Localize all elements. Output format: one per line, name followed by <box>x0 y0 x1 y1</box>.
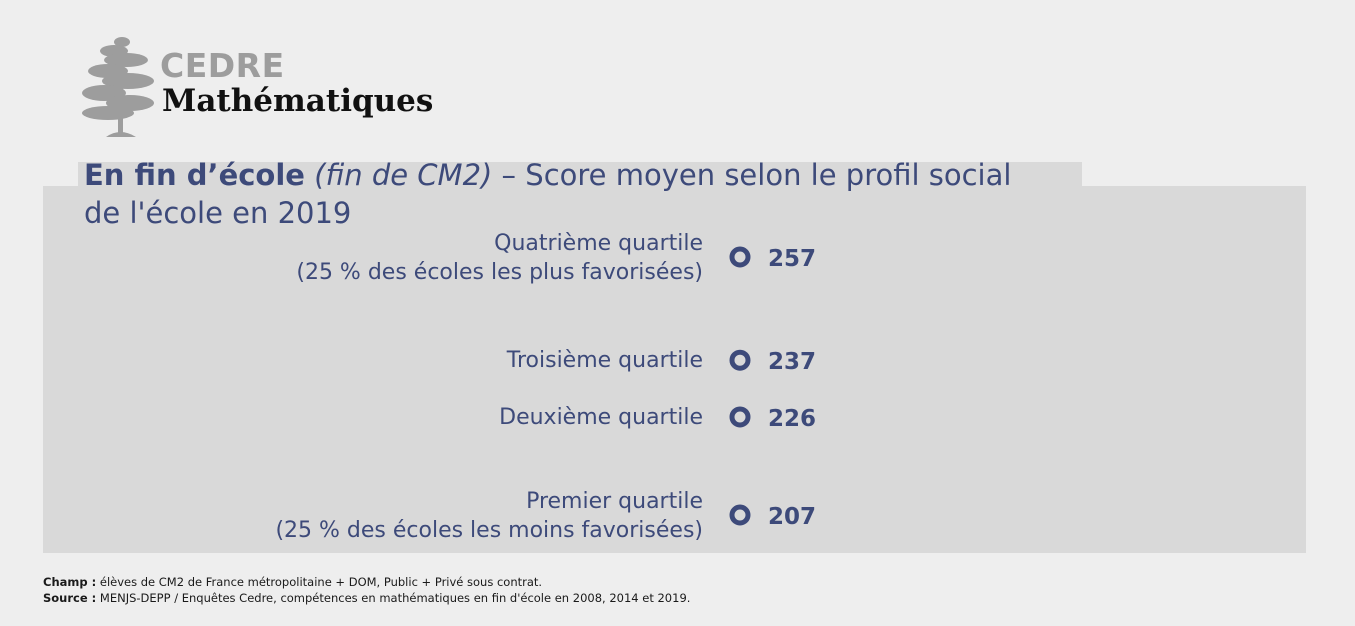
title-rest-line2: de l'école en 2019 <box>84 196 352 230</box>
category-label-line1: Premier quartile <box>526 489 703 514</box>
source-label: Source : <box>43 590 97 605</box>
logo-subject-text: Mathématiques <box>162 83 434 119</box>
category-label: Troisième quartile <box>506 348 703 373</box>
title-band <box>78 162 1082 188</box>
title-lead-italic: (fin de CM2) <box>314 158 493 192</box>
category-label-line1: Quatrième quartile <box>494 231 703 256</box>
data-value-label: 226 <box>768 406 816 432</box>
footnotes: Champ : élèves de CM2 de France métropol… <box>43 575 690 606</box>
title-lead-bold: En fin d’école <box>84 158 305 192</box>
champ-text: élèves de CM2 de France métropolitaine +… <box>96 575 543 589</box>
footnote-champ: Champ : élèves de CM2 de France métropol… <box>43 575 690 591</box>
title-rest-line1: – Score moyen selon le profil social <box>492 158 1012 192</box>
champ-label: Champ : <box>43 575 97 589</box>
footnote-source: Source : MENJS-DEPP / Enquêtes Cedre, co… <box>43 591 690 607</box>
data-value-label: 207 <box>768 504 816 530</box>
chart-title: En fin d’école (fin de CM2) – Score moye… <box>84 156 1084 232</box>
category-label-line2: (25 % des écoles les plus favorisées) <box>296 260 703 285</box>
data-point-marker <box>729 246 751 268</box>
data-point-marker <box>729 406 751 428</box>
data-point-marker <box>729 349 751 371</box>
cedre-logo: CEDRE Mathématiques <box>78 33 438 145</box>
data-point-marker <box>729 504 751 526</box>
data-value-label: 237 <box>768 349 816 375</box>
category-label: Deuxième quartile <box>499 405 703 430</box>
logo-brand-text: CEDRE <box>160 46 285 85</box>
source-text: MENJS-DEPP / Enquêtes Cedre, compétences… <box>96 590 691 605</box>
category-label-line2: (25 % des écoles les moins favorisées) <box>275 518 703 543</box>
chart-panel <box>43 186 1306 553</box>
cedar-tree-icon <box>82 37 154 137</box>
data-value-label: 257 <box>768 246 816 272</box>
